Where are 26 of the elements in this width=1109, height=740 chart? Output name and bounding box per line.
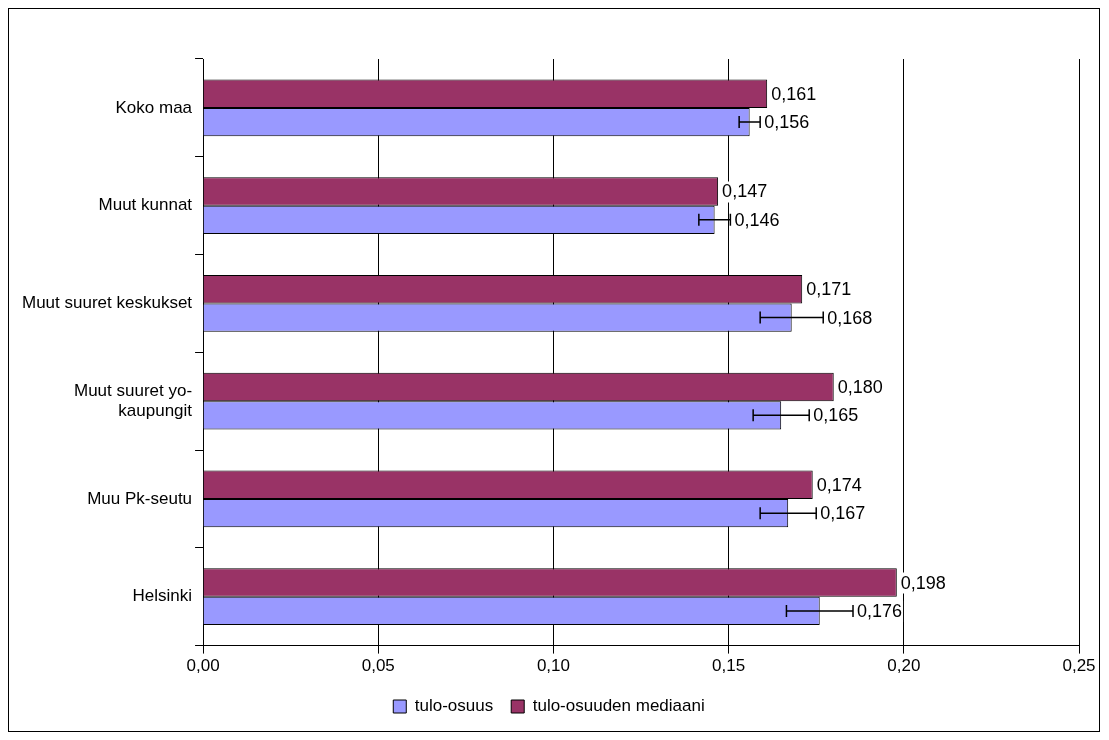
x-tick-label: 0,10 <box>536 656 570 676</box>
data-label: 0,167 <box>820 503 866 524</box>
data-label: 0,198 <box>900 572 946 593</box>
data-label: 0,146 <box>734 209 780 230</box>
y-tick-label: Muut suuret keskukset <box>22 293 193 313</box>
x-tick-label: 0,15 <box>712 656 746 676</box>
data-label: 0,147 <box>722 181 768 202</box>
data-label: 0,156 <box>764 112 810 133</box>
y-tick-label: Muut kunnat <box>98 195 193 215</box>
y-tick-label: Muut suuret yo-kaupungit <box>73 380 193 421</box>
y-tick-label: Muu Pk-seutu <box>87 488 193 508</box>
data-label: 0,168 <box>827 307 873 328</box>
x-tick-label: 0,25 <box>1062 656 1096 676</box>
y-tick-label: Helsinki <box>132 586 193 606</box>
y-tick-label: Koko maa <box>115 97 193 117</box>
legend-label: tulo-osuuden mediaani <box>532 696 705 716</box>
data-label: 0,161 <box>771 83 817 104</box>
data-label: 0,174 <box>816 474 862 495</box>
data-label: 0,165 <box>813 405 859 426</box>
data-label: 0,180 <box>837 376 883 397</box>
data-label: 0,176 <box>857 600 903 621</box>
x-tick-label: 0,05 <box>361 656 395 676</box>
legend-label: tulo-osuus <box>414 696 494 716</box>
x-tick-label: 0,20 <box>887 656 921 676</box>
data-label: 0,171 <box>806 279 852 300</box>
x-tick-label: 0,00 <box>186 656 220 676</box>
